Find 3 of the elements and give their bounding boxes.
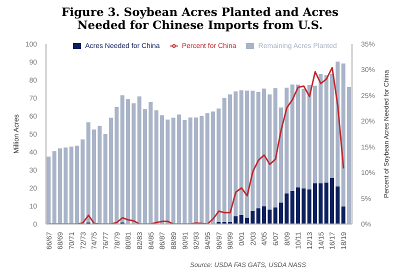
bar [46,156,51,224]
bar [341,206,346,224]
chart-title: Figure 3. Soybean Acres Planted and Acres Needed for Chinese Imports from U.S. [60,4,340,32]
